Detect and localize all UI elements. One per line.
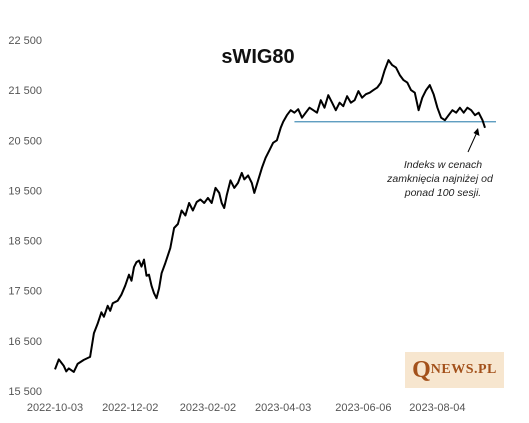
y-tick-label: 20 500: [8, 135, 42, 147]
x-tick-label: 2023-04-03: [255, 402, 311, 414]
y-tick-label: 16 500: [8, 336, 42, 348]
y-tick-label: 18 500: [8, 236, 42, 248]
x-tick-label: 2023-06-06: [335, 402, 391, 414]
annotation-line-2: zamknięcia najniżej od: [386, 173, 494, 185]
annotation-line-3: ponad 100 sesji.: [404, 187, 481, 199]
x-tick-label: 2022-12-02: [102, 402, 158, 414]
y-tick-label: 22 500: [8, 35, 42, 47]
series-line: [54, 59, 486, 373]
x-tick-label: 2022-10-03: [27, 402, 83, 414]
x-tick-label: 2023-08-04: [409, 402, 465, 414]
annotation-arrowhead: [473, 128, 480, 136]
series-group: [54, 59, 486, 373]
y-tick-label: 19 500: [8, 185, 42, 197]
x-tick-label: 2023-02-02: [180, 402, 236, 414]
y-tick-label: 15 500: [8, 386, 42, 398]
x-axis: 2022-10-03 2022-12-02 2023-02-02 2023-04-03…: [27, 402, 466, 414]
logo-text: NEWS.PL: [430, 362, 497, 377]
y-axis: 15 500 16 500 17 500 18 500 19 500 20 500 21 5…: [8, 35, 42, 398]
annotation: Indeks w cenach zamknięcia najniżej od p…: [386, 128, 494, 199]
logo-letter-q: Q: [412, 356, 431, 383]
chart-title: sWIG80: [221, 46, 294, 68]
qnews-logo: Q NEWS.PL: [405, 352, 504, 388]
y-tick-label: 21 500: [8, 85, 42, 97]
annotation-line-1: Indeks w cenach: [404, 159, 482, 171]
y-tick-label: 17 500: [8, 286, 42, 298]
